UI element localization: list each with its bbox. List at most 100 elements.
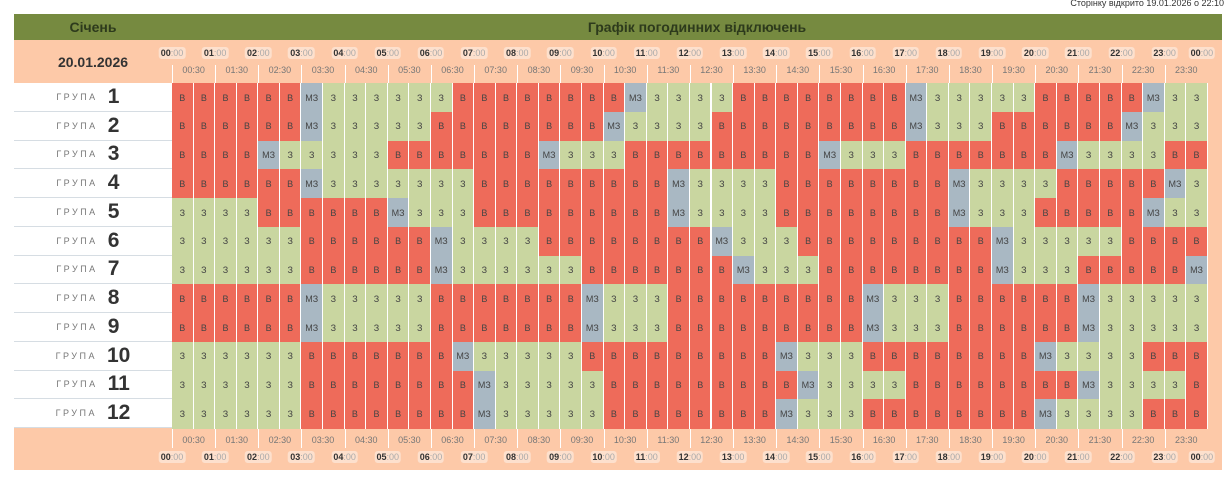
schedule-cell: З: [1078, 226, 1100, 256]
schedule-cell: З: [452, 255, 475, 285]
schedule-cell: В: [1078, 169, 1100, 199]
schedule-cell: В: [301, 341, 324, 371]
schedule-cell: МЗ: [301, 111, 324, 141]
schedule-cell: З: [819, 399, 841, 429]
schedule-cell: В: [819, 169, 841, 199]
schedule-cell: В: [474, 83, 496, 113]
minute-suffix: :00: [1200, 48, 1214, 58]
schedule-cell: В: [625, 341, 647, 371]
schedule-cell: В: [840, 111, 863, 141]
schedule-cell: МЗ: [948, 198, 971, 228]
hour-value: 03: [290, 48, 301, 58]
hour-tick: [819, 65, 821, 83]
group-label: ГРУПА 4: [14, 169, 172, 198]
schedule-cell: З: [236, 399, 259, 429]
minute-suffix: :00: [645, 48, 658, 58]
hour-tick: [1121, 65, 1123, 83]
schedule-cell: В: [948, 255, 971, 285]
hour-value: 03: [290, 452, 301, 462]
schedule-cell: МЗ: [776, 341, 798, 371]
minute-suffix: :00: [645, 452, 658, 462]
schedule-cell: В: [625, 370, 647, 400]
schedule-cell: В: [344, 370, 367, 400]
hour-tick: [992, 65, 994, 83]
header-hour-label: 11:00: [633, 47, 660, 59]
hour-tick: [344, 428, 346, 448]
schedule-cell: В: [776, 370, 798, 400]
schedule-cell: В: [236, 313, 259, 343]
header-hour-label: 01:00: [201, 47, 229, 59]
header-half-hour-label: 00:30: [182, 65, 205, 75]
schedule-cell: В: [905, 370, 928, 400]
schedule-cell: МЗ: [430, 226, 453, 256]
minute-suffix: :00: [1033, 452, 1047, 462]
schedule-cell: В: [992, 313, 1014, 343]
schedule-cell: В: [733, 399, 755, 429]
schedule-cell: В: [733, 140, 755, 170]
minute-suffix: :00: [818, 48, 831, 58]
schedule-cell: В: [689, 226, 712, 256]
header-half-hour-label: 20:30: [1045, 65, 1069, 75]
schedule-cell: В: [948, 140, 971, 170]
schedule-cell: З: [193, 399, 216, 429]
header-hour-label: 05:00: [374, 47, 402, 59]
schedule-cell: З: [1186, 198, 1208, 228]
schedule-cell: В: [517, 313, 539, 343]
minute-suffix: :00: [170, 452, 184, 462]
schedule-cell: З: [884, 370, 906, 400]
schedule-cell: З: [1164, 111, 1187, 141]
footer-half-hour-label: 03:30: [311, 435, 335, 445]
schedule-cell: З: [258, 399, 280, 429]
schedule-cell: В: [1143, 169, 1165, 199]
schedule-cell: МЗ: [1035, 399, 1057, 429]
schedule-cell: В: [668, 399, 690, 429]
schedule-cell: З: [301, 140, 324, 170]
footer-half-hour-label: 17:30: [916, 435, 939, 445]
schedule-cell: В: [603, 226, 626, 256]
hour-value: 01: [203, 48, 214, 58]
schedule-cell: В: [258, 111, 280, 141]
schedule-cell: В: [689, 313, 712, 343]
minute-suffix: :00: [343, 452, 356, 462]
schedule-cell: В: [1035, 111, 1057, 141]
schedule-cell: В: [797, 83, 820, 113]
header-hour-label: 00:00: [1188, 47, 1216, 59]
schedule-cell: В: [797, 226, 820, 256]
header-half-hour-label: 09:30: [570, 65, 594, 75]
hour-value: 06: [419, 48, 430, 58]
schedule-cell: В: [1164, 399, 1187, 429]
schedule-cell: З: [884, 284, 906, 314]
schedule-cell: МЗ: [301, 169, 324, 199]
schedule-cell: В: [1143, 255, 1165, 285]
schedule-cell: З: [387, 284, 410, 314]
group-number: 5: [107, 199, 120, 223]
schedule-cell: З: [884, 313, 906, 343]
minute-suffix: :00: [688, 452, 702, 462]
schedule-cell: В: [1078, 255, 1100, 285]
schedule-cell: З: [344, 140, 367, 170]
schedule-cell: З: [452, 169, 475, 199]
schedule-cell: В: [495, 198, 518, 228]
minute-suffix: :00: [1120, 48, 1133, 58]
footer-half-hour-label: 00:30: [182, 435, 205, 445]
header-half-hour-label: 01:30: [225, 65, 248, 75]
schedule-cell: В: [1164, 341, 1187, 371]
schedule-cell: В: [1035, 140, 1057, 170]
schedule-cell: В: [582, 169, 604, 199]
schedule-cell: З: [387, 83, 410, 113]
hour-value: 20: [1023, 452, 1034, 462]
hour-value: 13: [721, 452, 732, 462]
group-label: ГРУПА 11: [14, 370, 172, 400]
schedule-cell: З: [560, 370, 583, 400]
schedule-cell: З: [884, 140, 906, 170]
schedule-cell: В: [344, 226, 367, 256]
schedule-cell: З: [1099, 140, 1122, 170]
schedule-cell: В: [819, 111, 841, 141]
schedule-cell: В: [1035, 198, 1057, 228]
schedule-cell: З: [754, 198, 777, 228]
schedule-cell: З: [495, 255, 518, 285]
schedule-cell: З: [1143, 284, 1165, 314]
hour-tick: [430, 428, 432, 448]
footer-hour-label: 09:00: [547, 451, 574, 463]
schedule-cell: З: [927, 284, 949, 314]
